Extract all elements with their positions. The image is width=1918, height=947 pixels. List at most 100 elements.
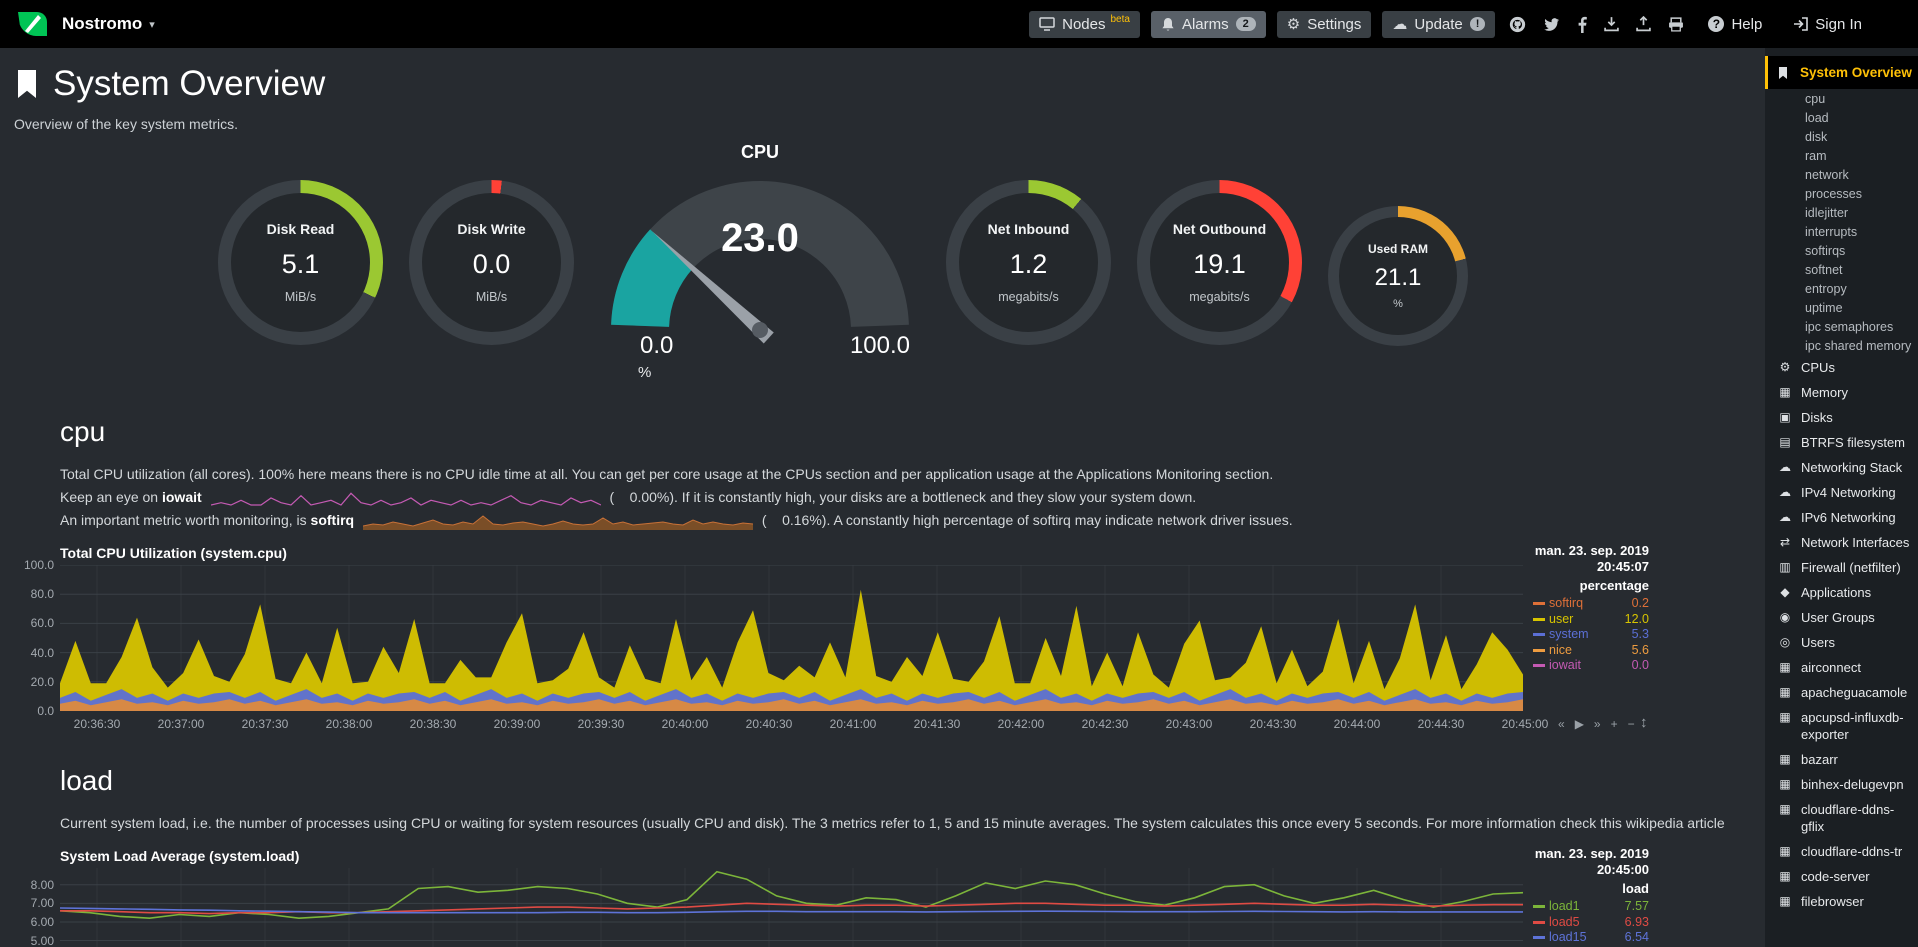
update-badge: ! bbox=[1469, 17, 1486, 31]
alarms-label: Alarms bbox=[1181, 15, 1229, 33]
legend-dimension-name: load5 bbox=[1549, 914, 1580, 929]
sidebar-item-user-groups[interactable]: ◉ User Groups bbox=[1765, 605, 1918, 630]
sidebar-item-applications[interactable]: ◆ Applications bbox=[1765, 580, 1918, 605]
zoom-in-icon[interactable]: + bbox=[1610, 717, 1618, 731]
load-section-heading: load bbox=[60, 765, 113, 796]
chart-plot-area[interactable] bbox=[60, 868, 1523, 947]
sidebar-item-system-overview[interactable]: System Overview bbox=[1765, 56, 1918, 89]
sidebar-item-idlejitter[interactable]: idlejitter bbox=[1765, 203, 1918, 222]
signin-label: Sign In bbox=[1815, 15, 1862, 33]
sidebar-item-disk[interactable]: disk bbox=[1765, 127, 1918, 146]
gauge-value: 1.2 bbox=[1009, 249, 1048, 279]
twitter-icon[interactable] bbox=[1543, 17, 1560, 31]
help-label: Help bbox=[1731, 15, 1763, 33]
gauge-unit: megabits/s bbox=[998, 290, 1059, 304]
sidebar-item-softnet[interactable]: softnet bbox=[1765, 260, 1918, 279]
sidebar-item-airconnect[interactable]: ▦ airconnect bbox=[1765, 655, 1918, 680]
used-ram-gauge[interactable]: Used RAM 21.1 % bbox=[1328, 206, 1468, 346]
hostname-dropdown[interactable]: Nostromo ▾ bbox=[62, 14, 155, 34]
sidebar-item-load[interactable]: load bbox=[1765, 108, 1918, 127]
sidebar-item-ram[interactable]: ram bbox=[1765, 146, 1918, 165]
sidebar-item-label: System Overview bbox=[1800, 65, 1912, 80]
legend-row[interactable]: system 5.3 bbox=[1533, 627, 1649, 643]
sidebar-item-label: CPUs bbox=[1801, 360, 1835, 375]
sidebar-item-label: ipc semaphores bbox=[1805, 319, 1894, 334]
sidebar-item-apacheguacamole[interactable]: ▦ apacheguacamole bbox=[1765, 680, 1918, 705]
sidebar-item-network[interactable]: network bbox=[1765, 165, 1918, 184]
pan-forward-icon[interactable]: » bbox=[1593, 717, 1601, 731]
pan-backward-icon[interactable]: « bbox=[1558, 717, 1565, 731]
sidebar-item-ipc-semaphores[interactable]: ipc semaphores bbox=[1765, 317, 1918, 336]
sidebar-item-btrfs-filesystem[interactable]: ▤ BTRFS filesystem bbox=[1765, 430, 1918, 455]
sidebar-item-ipc-shared-memory[interactable]: ipc shared memory bbox=[1765, 336, 1918, 355]
chart-time: 20:45:07 bbox=[1596, 559, 1649, 574]
sidebar-item-bazarr[interactable]: ▦ bazarr bbox=[1765, 747, 1918, 772]
sidebar-item-cpu[interactable]: cpu bbox=[1765, 89, 1918, 108]
top-navbar: Nostromo ▾ Nodes beta Alarms 2 ⚙ Setting… bbox=[0, 0, 1918, 48]
sidebar-item-firewall-netfilter-[interactable]: ▥ Firewall (netfilter) bbox=[1765, 555, 1918, 580]
nodes-button[interactable]: Nodes beta bbox=[1029, 10, 1140, 38]
cpu-gauge[interactable]: CPU 23.0 0.0 100.0 % bbox=[600, 142, 920, 388]
settings-button[interactable]: ⚙ Settings bbox=[1276, 10, 1372, 38]
sidebar-item-processes[interactable]: processes bbox=[1765, 184, 1918, 203]
sidebar-item-label: disk bbox=[1805, 129, 1828, 144]
page-head: System Overview bbox=[14, 64, 1765, 104]
legend-row[interactable]: nice 5.6 bbox=[1533, 643, 1649, 659]
sidebar-item-code-server[interactable]: ▦ code-server bbox=[1765, 864, 1918, 889]
net-inbound-gauge[interactable]: Net Inbound 1.2 megabits/s bbox=[946, 180, 1111, 345]
download-icon[interactable] bbox=[1604, 16, 1620, 32]
cpu-icon: ⚙ bbox=[1779, 360, 1791, 374]
legend-row[interactable]: iowait 0.0 bbox=[1533, 658, 1649, 674]
chart-resize-handle[interactable]: ↕ bbox=[1640, 714, 1648, 731]
update-button[interactable]: ☁ Update ! bbox=[1382, 10, 1496, 38]
legend-row[interactable]: softirq 0.2 bbox=[1533, 596, 1649, 612]
sidebar-item-cpus[interactable]: ⚙ CPUs bbox=[1765, 355, 1918, 380]
sidebar-item-entropy[interactable]: entropy bbox=[1765, 279, 1918, 298]
sidebar-item-users[interactable]: ◎ Users bbox=[1765, 630, 1918, 655]
facebook-icon[interactable] bbox=[1577, 16, 1588, 33]
sidebar-item-label: code-server bbox=[1801, 869, 1870, 884]
sidebar-item-disks[interactable]: ▣ Disks bbox=[1765, 405, 1918, 430]
legend-row[interactable]: load1 7.57 bbox=[1533, 899, 1649, 915]
sidebar-item-label: idlejitter bbox=[1805, 205, 1849, 220]
load-average-chart[interactable]: System Load Average (system.load) man. 2… bbox=[31, 846, 1656, 947]
disk-read-gauge[interactable]: Disk Read 5.1 MiB/s bbox=[218, 180, 383, 345]
gauge-unit: MiB/s bbox=[284, 290, 317, 304]
chart-plot-area[interactable] bbox=[60, 565, 1523, 711]
sidebar-item-label: interrupts bbox=[1805, 224, 1858, 239]
cpu-utilization-chart[interactable]: Total CPU Utilization (system.cpu) man. … bbox=[24, 543, 1656, 737]
netdata-logo[interactable] bbox=[16, 10, 48, 38]
legend-row[interactable]: user 12.0 bbox=[1533, 612, 1649, 628]
alarms-button[interactable]: Alarms 2 bbox=[1150, 10, 1266, 38]
sidebar-item-binhex-delugevpn[interactable]: ▦ binhex-delugevpn bbox=[1765, 772, 1918, 797]
sidebar-item-filebrowser[interactable]: ▦ filebrowser bbox=[1765, 889, 1918, 914]
gauge-title: CPU bbox=[740, 142, 779, 162]
sidebar-item-interrupts[interactable]: interrupts bbox=[1765, 222, 1918, 241]
sidebar-item-label: cloudflare-ddns-tr bbox=[1801, 844, 1903, 859]
print-icon[interactable] bbox=[1668, 16, 1684, 32]
gauge-value: 5.1 bbox=[281, 249, 320, 279]
disk-write-gauge[interactable]: Disk Write 0.0 MiB/s bbox=[409, 180, 574, 345]
sidebar-item-networking-stack[interactable]: ☁ Networking Stack bbox=[1765, 455, 1918, 480]
signin-button[interactable]: Sign In bbox=[1783, 11, 1872, 38]
sidebar-item-ipv4-networking[interactable]: ☁ IPv4 Networking bbox=[1765, 480, 1918, 505]
legend-row[interactable]: load15 6.54 bbox=[1533, 930, 1649, 946]
sidebar-item-memory[interactable]: ▦ Memory bbox=[1765, 380, 1918, 405]
sidebar-item-apcupsd-influxdb-exporter[interactable]: ▦ apcupsd-influxdb-exporter bbox=[1765, 705, 1918, 747]
sidebar-item-cloudflare-ddns-gflix[interactable]: ▦ cloudflare-ddns-gflix bbox=[1765, 797, 1918, 839]
update-label: Update bbox=[1414, 15, 1463, 33]
play-icon[interactable]: ▶ bbox=[1574, 717, 1584, 731]
sidebar-item-softirqs[interactable]: softirqs bbox=[1765, 241, 1918, 260]
github-icon[interactable] bbox=[1509, 16, 1526, 33]
sidebar-item-cloudflare-ddns-tr[interactable]: ▦ cloudflare-ddns-tr bbox=[1765, 839, 1918, 864]
zoom-out-icon[interactable]: − bbox=[1627, 717, 1635, 731]
sidebar-item-label: uptime bbox=[1805, 300, 1843, 315]
sidebar-item-network-interfaces[interactable]: ⇄ Network Interfaces bbox=[1765, 530, 1918, 555]
upload-icon[interactable] bbox=[1636, 16, 1652, 32]
sidebar-item-uptime[interactable]: uptime bbox=[1765, 298, 1918, 317]
chart-toolbar: « ▶ » + − bbox=[1558, 717, 1635, 731]
net-outbound-gauge[interactable]: Net Outbound 19.1 megabits/s bbox=[1137, 180, 1302, 345]
help-button[interactable]: ? Help bbox=[1698, 11, 1772, 38]
legend-row[interactable]: load5 6.93 bbox=[1533, 915, 1649, 931]
sidebar-item-ipv6-networking[interactable]: ☁ IPv6 Networking bbox=[1765, 505, 1918, 530]
